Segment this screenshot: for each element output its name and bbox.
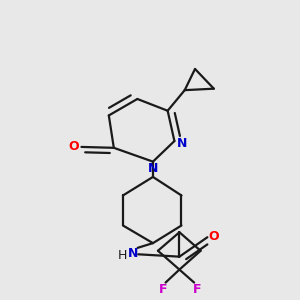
Text: H: H	[118, 249, 128, 262]
Text: F: F	[158, 283, 167, 296]
Text: N: N	[148, 163, 158, 176]
Text: F: F	[193, 283, 201, 296]
Text: O: O	[208, 230, 219, 243]
Text: N: N	[128, 247, 138, 260]
Text: N: N	[177, 137, 187, 150]
Text: O: O	[69, 140, 80, 153]
